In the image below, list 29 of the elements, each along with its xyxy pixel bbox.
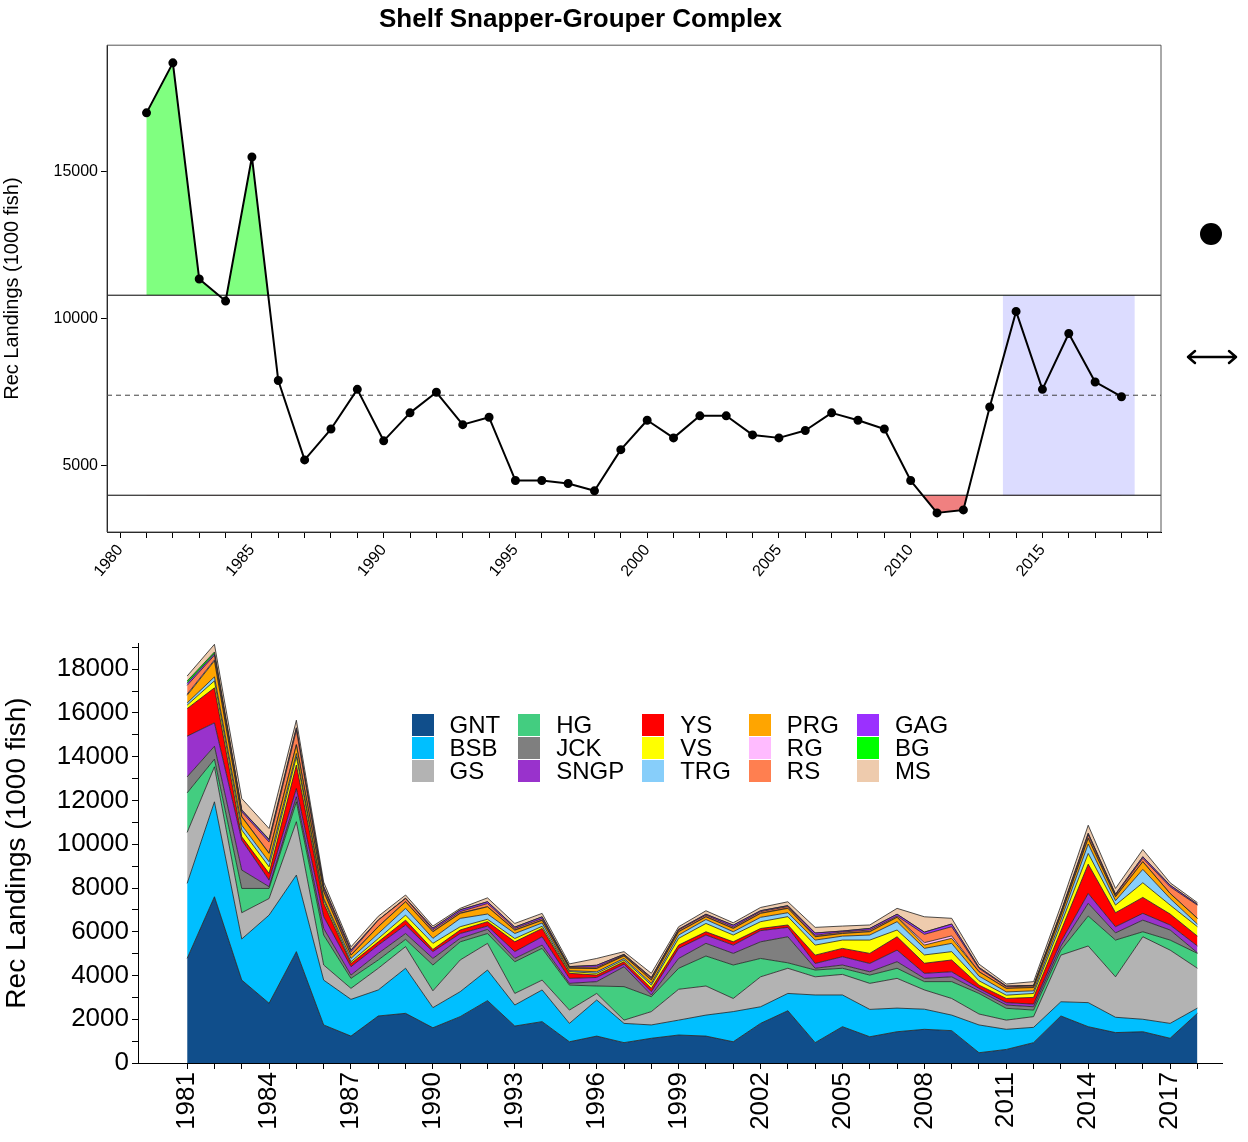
y-tick-label: 16000	[56, 696, 129, 727]
y-tick-label: 0	[114, 1046, 129, 1077]
x-tick-label: 2005	[825, 1072, 856, 1130]
y-tick-label: 2000	[71, 1002, 129, 1033]
y-tick-label: 10000	[53, 309, 99, 327]
x-tick-label: 2017	[1153, 1072, 1184, 1130]
x-tick-label: 1981	[170, 1072, 201, 1130]
y-tick-label: 14000	[56, 739, 129, 770]
y-axis-title: Rec Landings (1000 fish)	[0, 177, 22, 400]
x-tick-label: 2011	[989, 1072, 1020, 1128]
y-tick-label: 10000	[56, 827, 129, 858]
y-tick-label: 6000	[71, 914, 129, 945]
y-axis-title: Rec Landings (1000 fish)	[0, 697, 31, 1009]
y-tick-label: 8000	[71, 871, 129, 902]
x-tick-label: 2008	[907, 1072, 938, 1130]
y-tick-label: 5000	[62, 456, 99, 474]
x-tick-label: 2014	[1071, 1072, 1102, 1130]
x-tick-label: 1987	[334, 1072, 365, 1130]
x-tick-label: 1990	[416, 1072, 447, 1130]
y-tick-label: 15000	[53, 162, 99, 180]
y-tick-label: 4000	[71, 958, 129, 989]
x-tick-label: 1984	[252, 1072, 283, 1130]
y-tick-label: 12000	[56, 783, 129, 814]
x-tick-label: 2002	[743, 1072, 774, 1130]
x-tick-label: 1996	[579, 1072, 610, 1130]
chart-title: Shelf Snapper-Grouper Complex	[378, 2, 783, 33]
y-tick-label: 18000	[56, 652, 129, 683]
x-tick-label: 1993	[497, 1072, 528, 1130]
x-tick-label: 1999	[661, 1072, 692, 1130]
